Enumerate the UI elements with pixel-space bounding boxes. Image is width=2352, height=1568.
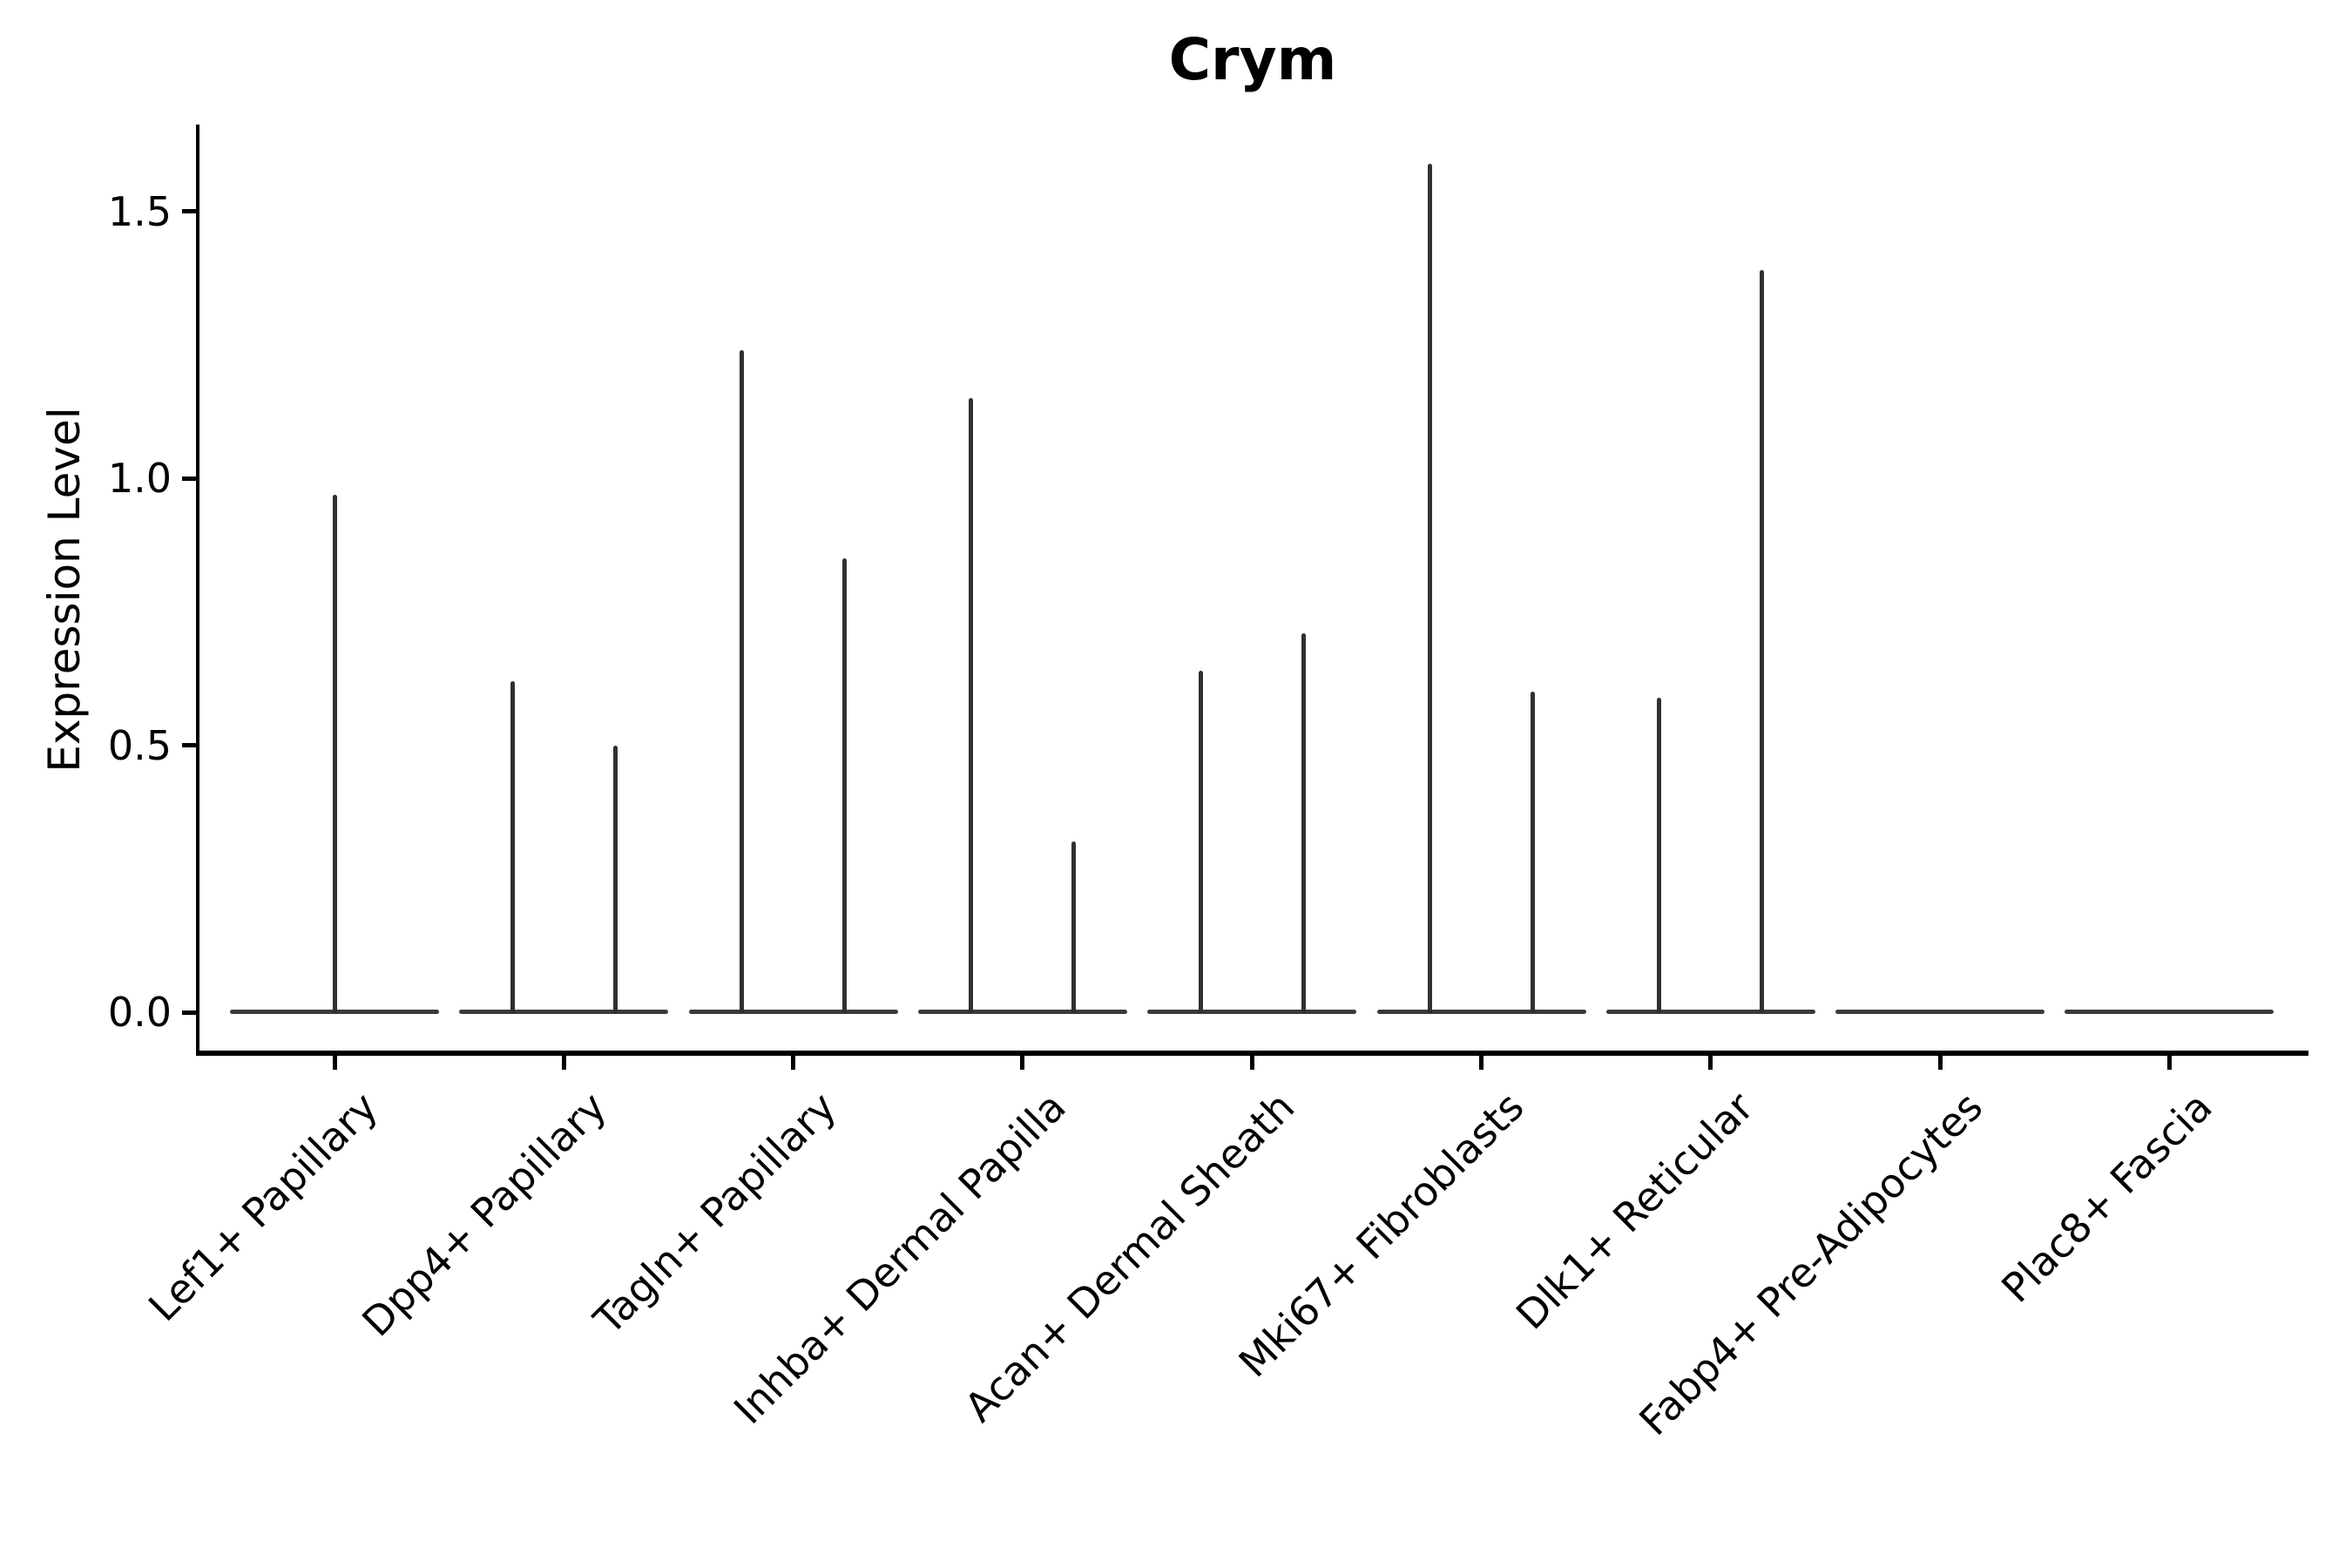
violin-base xyxy=(1605,1010,1815,1014)
violin-spike xyxy=(1428,163,1432,1013)
y-tick-label: 0.5 xyxy=(107,721,172,769)
violin-spike xyxy=(1071,841,1077,1013)
violin-spike xyxy=(969,398,974,1013)
x-tick-label: Tagln+ Papillary xyxy=(585,1083,846,1344)
x-tick-mark xyxy=(2166,1056,2172,1070)
y-axis-title-text: Expression Level xyxy=(39,407,90,773)
violin-base xyxy=(1835,1010,2045,1014)
x-tick-mark xyxy=(1249,1056,1254,1070)
y-tick-mark xyxy=(182,476,196,481)
violin-spike xyxy=(612,745,618,1013)
violin-base xyxy=(1376,1010,1586,1014)
violin-base xyxy=(459,1010,669,1014)
x-tick-mark xyxy=(1708,1056,1713,1070)
x-tick-label: Dpp4+ Papillary xyxy=(353,1083,616,1346)
chart-title: Crym xyxy=(1168,26,1337,93)
x-tick-mark xyxy=(561,1056,566,1070)
violin-base xyxy=(688,1010,898,1014)
violin-base xyxy=(2065,1010,2274,1014)
violin-spike xyxy=(842,558,848,1013)
y-tick-mark xyxy=(182,209,196,214)
x-tick-mark xyxy=(332,1056,337,1070)
y-tick-mark xyxy=(182,1010,196,1015)
violin-spike xyxy=(332,494,337,1013)
x-tick-mark xyxy=(1020,1056,1025,1070)
x-tick-mark xyxy=(1479,1056,1484,1070)
y-tick-label: 0.0 xyxy=(107,989,172,1036)
x-tick-mark xyxy=(1937,1056,1943,1070)
y-tick-mark xyxy=(182,743,196,748)
violin-base xyxy=(917,1010,1127,1014)
x-tick-label: Lef1+ Papillary xyxy=(139,1083,387,1331)
violin-base xyxy=(1147,1010,1357,1014)
violin-spike xyxy=(1198,670,1203,1013)
x-tick-label: Plac8+ Fascia xyxy=(1992,1083,2221,1312)
violin-spike xyxy=(1657,697,1662,1013)
violin-spike xyxy=(1301,632,1306,1013)
violin-spike xyxy=(510,681,515,1013)
x-tick-label: Dlk1+ Reticular xyxy=(1507,1083,1763,1339)
x-tick-mark xyxy=(791,1056,796,1070)
y-tick-label: 1.5 xyxy=(107,187,172,235)
violin-spike xyxy=(740,350,745,1013)
y-tick-label: 1.0 xyxy=(107,455,172,503)
y-axis-line xyxy=(196,125,199,1056)
violin-spike xyxy=(1531,692,1535,1013)
violin-spike xyxy=(1760,270,1765,1013)
x-axis-line xyxy=(196,1051,2308,1056)
